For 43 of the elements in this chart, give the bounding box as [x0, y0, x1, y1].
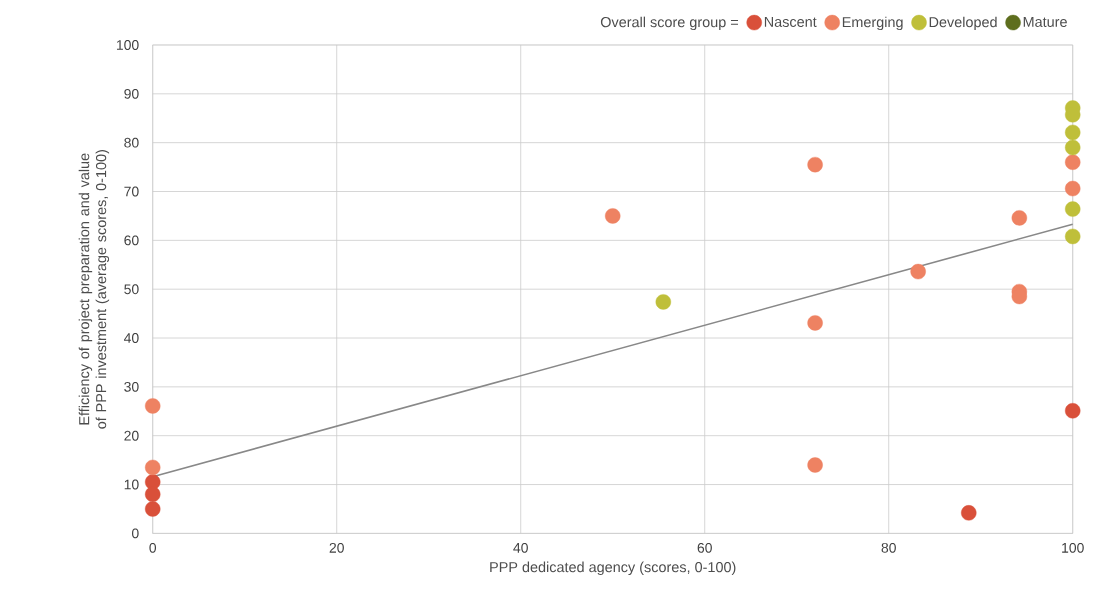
- y-tick-label: 80: [124, 137, 139, 148]
- legend-label: Nascent: [764, 16, 817, 27]
- y-axis-title: Efficiency of project preparation and value of PPP investment (average scores, 0-100): [78, 150, 110, 429]
- x-tick-label: 20: [329, 542, 344, 553]
- legend-title: Overall score group =: [600, 16, 739, 31]
- y-tick-label: 0: [131, 528, 139, 539]
- point: [1065, 201, 1081, 217]
- point: [807, 156, 823, 173]
- point: [1065, 403, 1081, 419]
- legend-label: Mature: [1023, 16, 1067, 27]
- point: [961, 505, 977, 521]
- point: [655, 294, 672, 310]
- x-tick-label: 60: [697, 542, 712, 553]
- point: [807, 315, 823, 331]
- point: [145, 501, 161, 517]
- y-tick-label: 70: [124, 186, 139, 197]
- y-tick-label: 100: [116, 40, 139, 50]
- y-tick-label: 90: [124, 88, 139, 99]
- legend-label: Emerging: [842, 16, 903, 31]
- point: [1065, 228, 1081, 245]
- y-tick-label: 30: [124, 381, 139, 392]
- point: [145, 459, 161, 476]
- x-axis-title: PPP dedicated agency (scores, 0-100): [490, 561, 736, 576]
- point: [910, 263, 926, 280]
- x-tick-label: 100: [1062, 542, 1084, 553]
- x-tick-label: 40: [513, 542, 528, 553]
- point: [1065, 154, 1081, 170]
- point: [1011, 210, 1028, 226]
- y-tick-label: 50: [124, 284, 139, 295]
- x-tick-label: 80: [881, 542, 896, 553]
- legend-label: Developed: [929, 16, 997, 31]
- y-tick-label: 60: [124, 235, 139, 246]
- point: [1065, 124, 1081, 141]
- point: [145, 486, 161, 503]
- point: [1065, 139, 1081, 156]
- y-tick-label: 40: [123, 333, 139, 343]
- y-tick-label: 20: [124, 430, 139, 441]
- point: [605, 208, 621, 224]
- point: [807, 457, 823, 473]
- y-tick-label: 10: [124, 479, 139, 490]
- point: [145, 398, 161, 414]
- x-tick-label: 0: [149, 542, 157, 553]
- point: [1065, 180, 1081, 197]
